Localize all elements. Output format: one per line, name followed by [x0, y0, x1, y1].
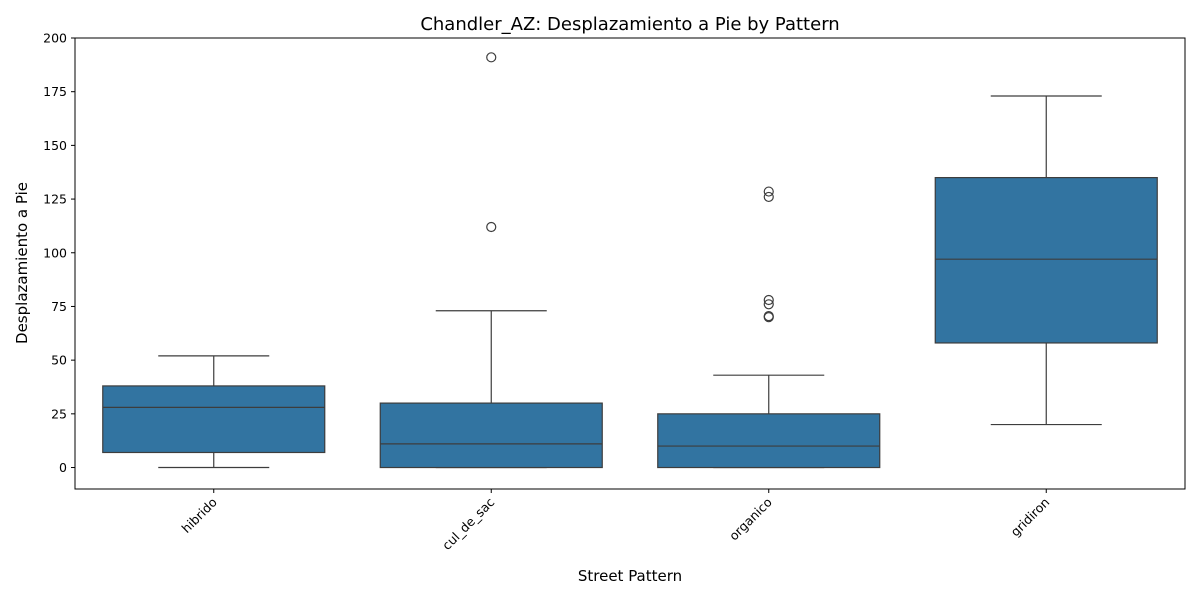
y-tick-label: 50	[51, 353, 67, 368]
x-tick-label: hibrido	[178, 495, 219, 536]
outlier-point	[486, 52, 497, 63]
box-hibrido	[102, 355, 326, 469]
y-tick-label: 100	[43, 245, 67, 260]
outlier-point	[763, 299, 774, 310]
x-tick-label: cul_de_sac	[439, 494, 497, 552]
outlier-point	[486, 221, 497, 233]
y-tick-label: 125	[43, 192, 67, 207]
x-tick-label: gridiron	[1008, 495, 1053, 540]
y-tick-label: 0	[59, 460, 67, 475]
chart-title: Chandler_AZ: Desplazamiento a Pie by Pat…	[420, 14, 839, 35]
x-axis-label: Street Pattern	[578, 567, 682, 585]
iqr-box	[102, 385, 326, 454]
box-cul_de_sac	[379, 52, 603, 469]
y-tick-label: 75	[51, 299, 67, 314]
x-axis: hibrido cul_de_sac organico gridiron	[178, 489, 1052, 553]
iqr-box	[379, 402, 603, 469]
iqr-box	[934, 176, 1158, 344]
plot-frame	[74, 37, 1186, 490]
y-tick-label: 150	[43, 138, 67, 153]
outlier-point	[763, 294, 774, 306]
outlier-point	[763, 311, 774, 322]
box-series	[102, 52, 1158, 469]
box-gridiron	[934, 95, 1158, 426]
x-tick-label: organico	[726, 495, 775, 544]
iqr-box	[657, 413, 881, 469]
y-tick-label: 25	[51, 406, 67, 421]
y-tick-label: 175	[43, 84, 67, 99]
y-tick-label: 200	[43, 31, 67, 46]
outlier-point	[763, 191, 774, 203]
y-axis-label: Desplazamiento a Pie	[13, 182, 31, 344]
y-axis: 0 25 50 75 100 125 150 175 200	[43, 31, 75, 475]
box-organico	[657, 186, 881, 469]
outlier-point	[763, 186, 774, 197]
